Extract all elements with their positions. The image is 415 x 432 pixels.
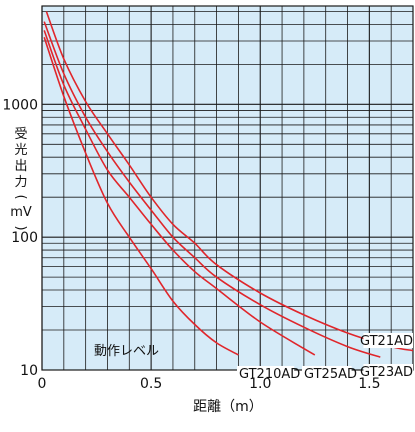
series-line-gt25ad — [43, 30, 316, 356]
y-axis-title-char: 受 — [14, 127, 27, 142]
y-tick-label: 10 — [20, 363, 38, 379]
x-axis-title: 距離（m） — [193, 398, 263, 415]
series-label-bg — [363, 364, 413, 379]
grid-lines — [41, 5, 414, 371]
y-axis-title-char: ( — [13, 194, 28, 199]
series-label-bg — [363, 333, 413, 348]
x-tick-label: 1.0 — [249, 376, 271, 392]
series-line-gt210ad — [43, 36, 239, 356]
y-axis-title-char: 出 — [14, 159, 27, 174]
series-label-gt21ad: GT21AD — [360, 334, 413, 349]
series-label-gt25ad: GT25AD — [304, 367, 357, 382]
series-label-bg — [237, 366, 295, 381]
y-axis-title-char: mV — [10, 205, 32, 220]
series-line-gt23ad — [43, 21, 381, 358]
series-label-gt23ad: GT23AD — [360, 365, 413, 380]
operating-level-annotation: 動作レベル — [94, 344, 159, 359]
series-lines — [43, 11, 414, 358]
series-label-bg — [302, 366, 352, 381]
x-tick-label: 0.5 — [140, 376, 162, 392]
y-axis-title-char: 力 — [14, 175, 27, 190]
y-axis-title-char: ) — [13, 225, 28, 230]
series-label-gt210ad: GT210AD — [239, 367, 300, 382]
x-tick-label: 0 — [38, 376, 47, 392]
x-tick-label: 1.5 — [358, 376, 380, 392]
y-axis-title-char: 光 — [14, 143, 27, 158]
y-tick-label: 1000 — [2, 97, 38, 113]
series-line-gt21ad — [45, 11, 414, 352]
tick-labels: 0 0.5 1.0 1.5 10 100 1000 — [2, 97, 380, 392]
plot-frame — [41, 5, 414, 371]
y-tick-label: 100 — [11, 230, 38, 246]
plot-background — [42, 6, 413, 370]
